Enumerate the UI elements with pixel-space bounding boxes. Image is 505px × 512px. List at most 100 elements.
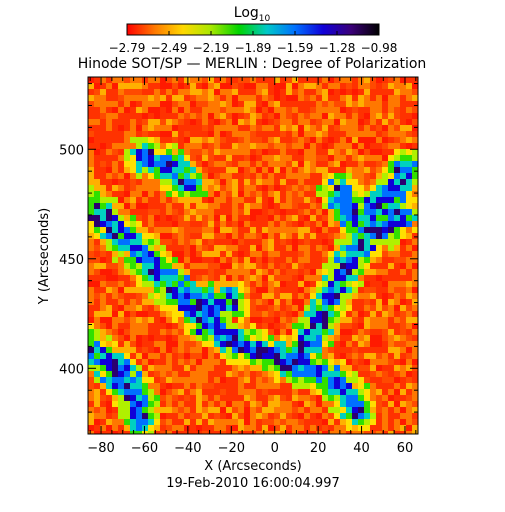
heatmap-cell <box>268 377 274 383</box>
heatmap-cell <box>400 371 406 377</box>
heatmap-cell <box>118 407 124 413</box>
heatmap-cell <box>322 305 328 311</box>
heatmap-cell <box>238 353 244 359</box>
heatmap-cell <box>196 305 202 311</box>
heatmap-cell <box>328 263 334 269</box>
heatmap-cell <box>196 185 202 191</box>
heatmap-cell <box>166 293 172 299</box>
heatmap-cell <box>154 77 160 83</box>
heatmap-cell <box>94 257 100 263</box>
heatmap-cell <box>130 419 136 425</box>
heatmap-cell <box>328 335 334 341</box>
heatmap-cell <box>106 401 112 407</box>
heatmap-cell <box>346 149 352 155</box>
heatmap-cell <box>298 263 304 269</box>
heatmap-cell <box>412 317 418 323</box>
heatmap-cell <box>160 197 166 203</box>
heatmap-cell <box>388 95 394 101</box>
heatmap-cell <box>130 227 136 233</box>
heatmap-cell <box>352 317 358 323</box>
heatmap-cell <box>298 251 304 257</box>
heatmap-cell <box>298 275 304 281</box>
heatmap-cell <box>94 311 100 317</box>
heatmap-cell <box>412 113 418 119</box>
heatmap-cell <box>178 185 184 191</box>
heatmap-cell <box>196 425 202 431</box>
heatmap-cell <box>262 83 268 89</box>
heatmap-cell <box>220 305 226 311</box>
heatmap-cell <box>226 317 232 323</box>
heatmap-cell <box>268 95 274 101</box>
heatmap-cell <box>166 101 172 107</box>
heatmap-cell <box>112 83 118 89</box>
heatmap-cell <box>340 197 346 203</box>
heatmap-cell <box>196 149 202 155</box>
heatmap-cell <box>178 167 184 173</box>
heatmap-cell <box>196 353 202 359</box>
heatmap-cell <box>202 329 208 335</box>
colorbar-ticks <box>126 31 380 35</box>
heatmap-cell <box>88 197 94 203</box>
heatmap-cell <box>304 377 310 383</box>
heatmap-cell <box>262 383 268 389</box>
heatmap-cell <box>400 305 406 311</box>
heatmap-cell <box>358 215 364 221</box>
heatmap-cell <box>364 113 370 119</box>
heatmap-cell <box>328 185 334 191</box>
heatmap-cell <box>268 143 274 149</box>
heatmap-cell <box>232 353 238 359</box>
heatmap-cell <box>220 347 226 353</box>
heatmap-cell <box>400 407 406 413</box>
heatmap-cell <box>310 347 316 353</box>
heatmap-cell <box>226 281 232 287</box>
heatmap-cell <box>154 263 160 269</box>
heatmap-cell <box>214 323 220 329</box>
heatmap-cell <box>88 407 94 413</box>
heatmap-cell <box>328 401 334 407</box>
heatmap-cell <box>370 113 376 119</box>
heatmap-cell <box>364 131 370 137</box>
heatmap-cell <box>394 101 400 107</box>
heatmap-cell <box>340 209 346 215</box>
heatmap-cell <box>280 113 286 119</box>
heatmap-cell <box>382 353 388 359</box>
heatmap-cell <box>226 419 232 425</box>
heatmap-cell <box>136 323 142 329</box>
heatmap-cell <box>184 221 190 227</box>
heatmap-cell <box>196 419 202 425</box>
heatmap-cell <box>136 257 142 263</box>
heatmap-cell <box>304 239 310 245</box>
heatmap-cell <box>304 371 310 377</box>
heatmap-cell <box>220 335 226 341</box>
heatmap-cell <box>226 179 232 185</box>
heatmap-cell <box>406 227 412 233</box>
heatmap-cell <box>250 425 256 431</box>
heatmap-cell <box>352 191 358 197</box>
heatmap-cell <box>304 335 310 341</box>
heatmap-cell <box>304 341 310 347</box>
heatmap-cell <box>268 287 274 293</box>
heatmap-cell <box>130 407 136 413</box>
heatmap-cell <box>214 137 220 143</box>
heatmap-cell <box>394 89 400 95</box>
heatmap-cell <box>382 131 388 137</box>
heatmap-cell <box>310 125 316 131</box>
heatmap-cell <box>274 251 280 257</box>
heatmap-cell <box>268 233 274 239</box>
heatmap-cell <box>316 383 322 389</box>
heatmap-cell <box>352 335 358 341</box>
heatmap-cell <box>136 371 142 377</box>
heatmap-cell <box>196 101 202 107</box>
heatmap-cell <box>142 395 148 401</box>
heatmap-cell <box>88 227 94 233</box>
heatmap-cell <box>340 323 346 329</box>
heatmap-cell <box>262 275 268 281</box>
heatmap-cell <box>364 395 370 401</box>
heatmap-cell <box>172 377 178 383</box>
heatmap-cell <box>328 173 334 179</box>
heatmap-cell <box>166 305 172 311</box>
heatmap-cell <box>178 389 184 395</box>
heatmap-cell <box>412 269 418 275</box>
heatmap-cell <box>340 227 346 233</box>
